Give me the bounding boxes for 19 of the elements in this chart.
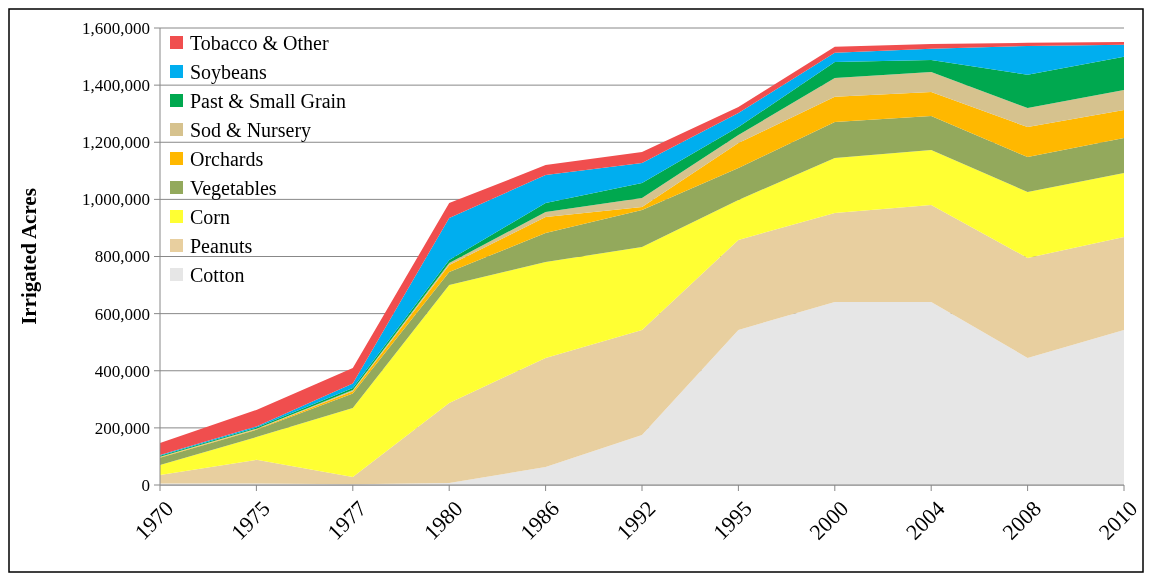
y-tick-label: 1,400,000 — [82, 76, 150, 96]
y-tick-label: 400,000 — [94, 361, 150, 381]
legend-label: Vegetables — [190, 177, 277, 200]
y-axis-title: Irrigated Acres — [17, 188, 41, 325]
y-tick-label: 1,600,000 — [82, 18, 150, 38]
y-tick-label: 0 — [141, 475, 150, 495]
y-tick-label: 800,000 — [94, 247, 150, 267]
legend-label: Soybeans — [190, 61, 267, 84]
legend-label: Sod & Nursery — [190, 119, 312, 142]
legend-label: Peanuts — [190, 235, 253, 257]
legend-label: Corn — [190, 206, 230, 228]
y-tick-label: 1,000,000 — [82, 190, 150, 210]
y-tick-label: 1,200,000 — [82, 133, 150, 153]
legend-label: Cotton — [190, 264, 245, 286]
y-tick-label: 200,000 — [94, 418, 150, 438]
y-tick-label: 600,000 — [94, 304, 150, 324]
legend-label: Orchards — [190, 148, 264, 170]
legend-label: Tobacco & Other — [190, 32, 329, 54]
legend-label: Past & Small Grain — [190, 90, 347, 112]
